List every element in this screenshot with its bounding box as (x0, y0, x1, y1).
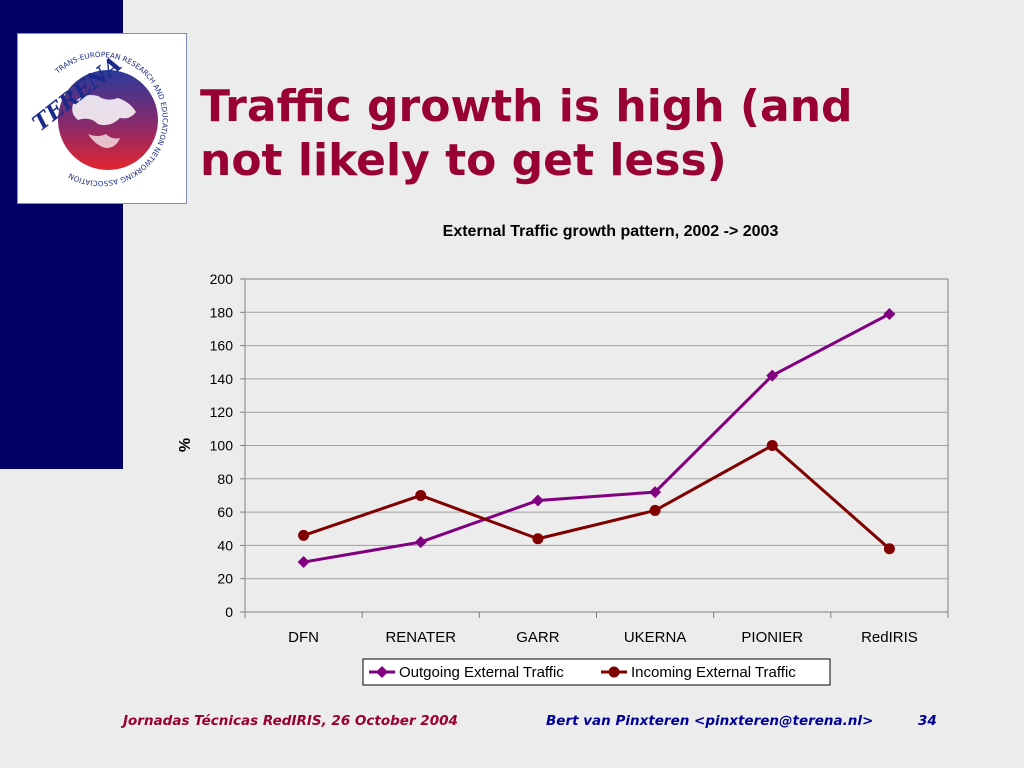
data-point (766, 369, 779, 382)
y-tick-label: 60 (217, 504, 233, 520)
y-tick-label: 100 (210, 438, 234, 454)
legend-marker (376, 666, 388, 678)
data-point (649, 504, 661, 516)
slide-title-line-2: not likely to get less) (200, 135, 727, 186)
y-tick-label: 200 (210, 271, 234, 287)
y-tick-label: 0 (225, 604, 233, 620)
x-tick-label: UKERNA (624, 629, 687, 646)
traffic-growth-chart: External Traffic growth pattern, 2002 ->… (177, 223, 949, 686)
terena-logo: TRANS-EUROPEAN RESEARCH AND EDUCATION NE… (17, 33, 187, 204)
x-tick-label: GARR (516, 629, 560, 646)
data-point (883, 307, 896, 320)
slide-title: Traffic growth is high (and not likely t… (200, 80, 1000, 188)
series-line-incoming (303, 444, 891, 550)
data-point (883, 543, 895, 555)
footer-author: Bert van Pinxteren <pinxteren@terena.nl> (546, 713, 874, 729)
data-point (297, 556, 310, 569)
y-tick-label: 40 (217, 537, 233, 553)
y-tick-label: 20 (217, 571, 233, 587)
y-tick-label: 160 (210, 338, 234, 354)
legend-label: Outgoing External Traffic (399, 664, 564, 681)
x-tick-label: RENATER (385, 629, 456, 646)
data-point (649, 486, 662, 499)
data-point (415, 489, 427, 501)
data-point (532, 533, 544, 545)
y-tick-label: 120 (210, 404, 234, 420)
terena-logo-graphic: TRANS-EUROPEAN RESEARCH AND EDUCATION NE… (28, 50, 170, 188)
x-tick-label: RedIRIS (861, 629, 918, 646)
footer-event: Jornadas Técnicas RedIRIS, 26 October 20… (123, 713, 458, 729)
chart-title: External Traffic growth pattern, 2002 ->… (443, 223, 779, 240)
series-line-outgoing (303, 312, 891, 564)
x-tick-label: PIONIER (741, 629, 803, 646)
legend-marker (608, 666, 620, 678)
x-tick-label: DFN (288, 629, 319, 646)
slide-title-line-1: Traffic growth is high (and (200, 81, 853, 132)
data-point (531, 494, 544, 507)
data-point (414, 536, 427, 549)
y-tick-label: 180 (210, 304, 234, 320)
data-point (766, 440, 778, 451)
y-tick-label: 80 (217, 471, 233, 487)
legend (362, 658, 831, 686)
page-number: 34 (918, 713, 937, 729)
y-tick-label: 140 (210, 371, 234, 387)
y-axis-label: % (177, 438, 194, 452)
data-point (298, 529, 310, 541)
legend-label: Incoming External Traffic (631, 664, 796, 681)
